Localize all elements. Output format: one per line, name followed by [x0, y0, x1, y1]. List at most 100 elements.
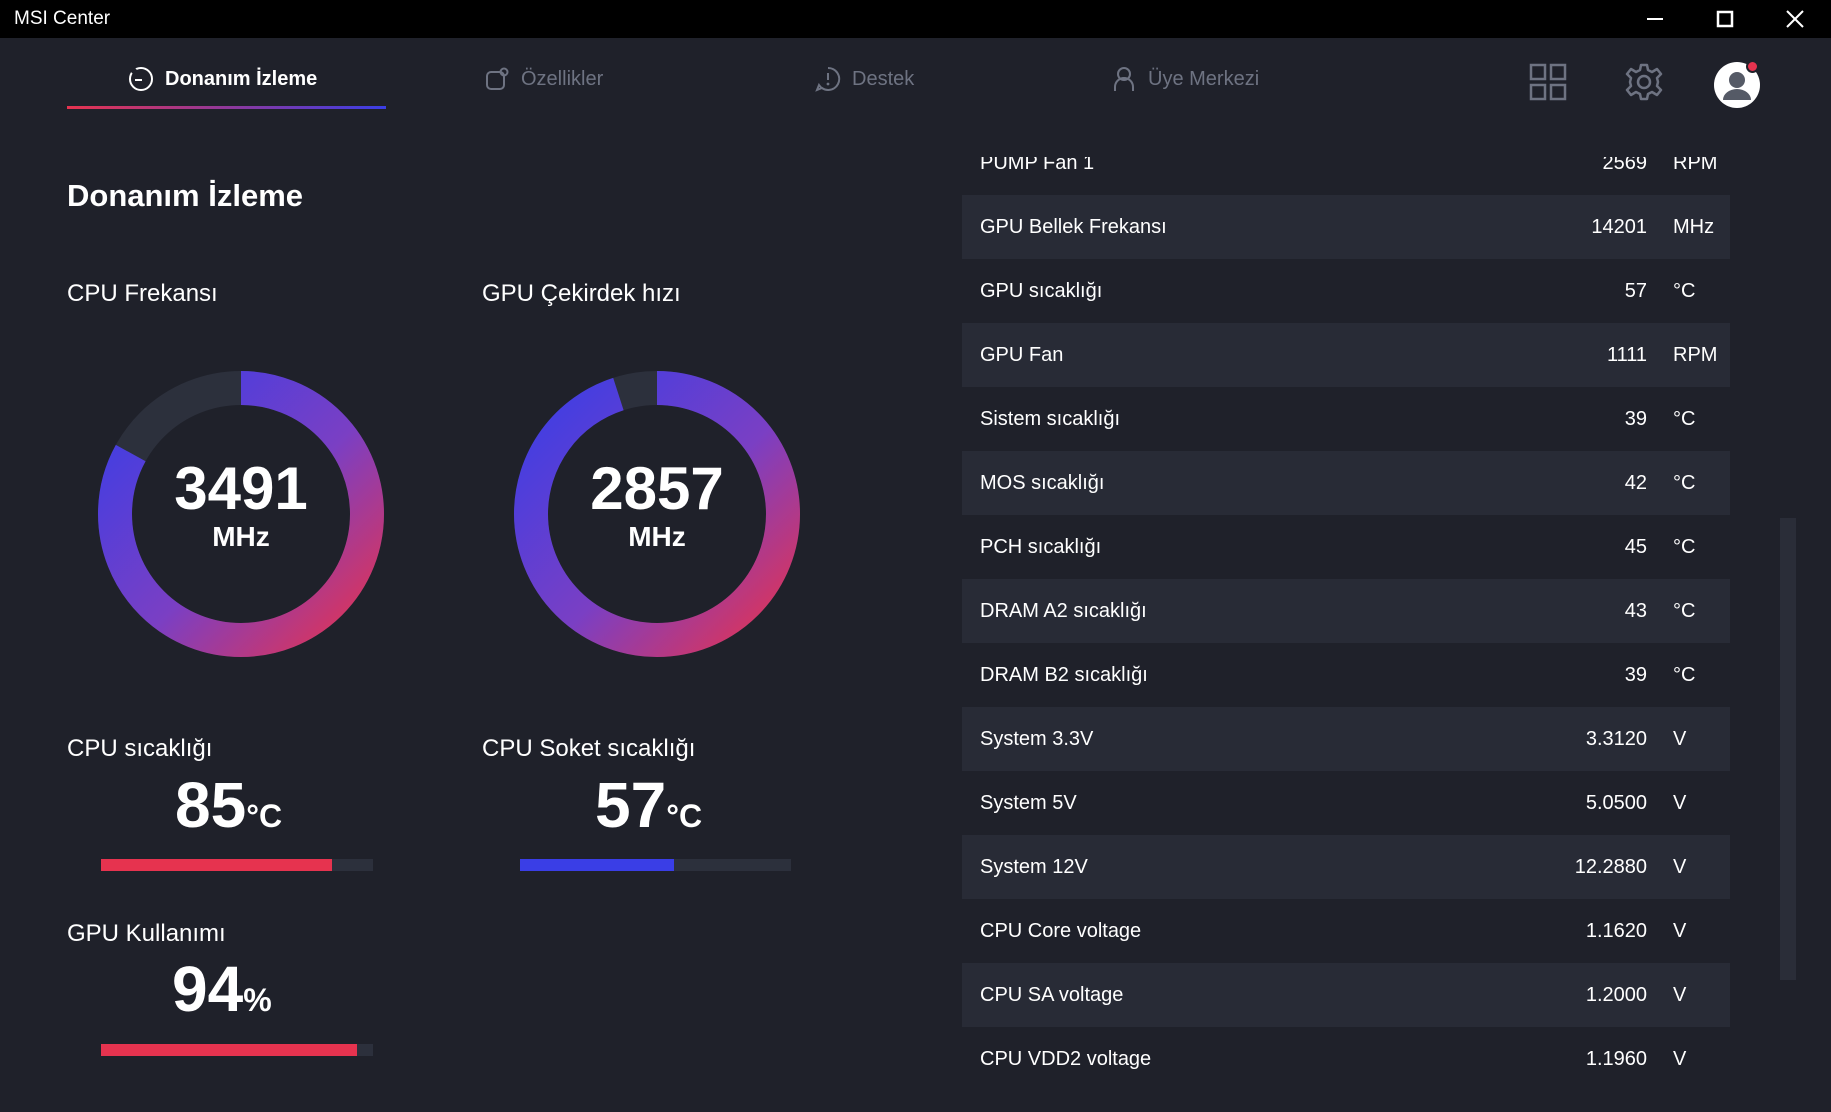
sensor-name: CPU Core voltage: [980, 919, 1142, 942]
cpu-temp-label: CPU sıcaklığı: [67, 735, 213, 762]
cpu-frequency-ring: [98, 371, 384, 657]
sensor-row: DRAM B2 sıcaklığı 39 °C: [962, 643, 1730, 707]
sensor-list[interactable]: PUMP Fan 1 2569 RPM GPU Bellek Frekansı 1420…: [962, 157, 1730, 1112]
sensor-unit: RPM: [1673, 343, 1718, 366]
cpu-socket-temp-bar-fill: [520, 859, 675, 871]
sensor-name: PCH sıcaklığı: [980, 535, 1102, 558]
sensor-value: 43: [1624, 599, 1647, 622]
sensor-name: MOS sıcaklığı: [980, 471, 1105, 494]
close-icon: [1786, 10, 1804, 28]
gpu-core-speed-gauge: 2857 MHz: [512, 369, 802, 659]
maximize-icon: [1716, 10, 1734, 28]
cpu-socket-temp-bar: [520, 859, 791, 871]
sensor-name: System 12V: [980, 855, 1088, 878]
settings-button[interactable]: [1622, 60, 1666, 104]
maximize-button[interactable]: [1690, 0, 1760, 38]
gpu-usage-label: GPU Kullanımı: [67, 920, 226, 947]
tab-label: Üye Merkezi: [1148, 67, 1260, 90]
sensor-value: 42: [1624, 471, 1647, 494]
sensor-unit: V: [1673, 1047, 1687, 1070]
sensor-name: System 3.3V: [980, 727, 1094, 750]
cpu-temp-unit: °C: [246, 798, 283, 834]
tab-donanim-izleme[interactable]: Donanım İzleme: [127, 60, 317, 98]
sensor-unit: °C: [1673, 599, 1696, 622]
sensor-unit: V: [1673, 919, 1687, 942]
close-button[interactable]: [1760, 0, 1830, 38]
sensor-value: 45: [1624, 535, 1647, 558]
sensor-value: 39: [1624, 663, 1647, 686]
sensor-name: DRAM A2 sıcaklığı: [980, 599, 1147, 622]
active-tab-indicator: [67, 106, 386, 109]
cpu-socket-temp-unit: °C: [666, 798, 703, 834]
avatar-icon: [1723, 72, 1751, 100]
sensor-name: CPU SA voltage: [980, 983, 1124, 1006]
cpu-frequency-value: 3491: [174, 455, 308, 522]
sensor-row: CPU Core voltage 1.1620 V: [962, 899, 1730, 963]
page-title: Donanım İzleme: [67, 178, 303, 213]
minimize-icon: [1647, 18, 1663, 20]
cpu-frequency-unit: MHz: [212, 521, 270, 552]
sensor-value: 12.2880: [1574, 855, 1647, 878]
sensor-row: CPU SA voltage 1.2000 V: [962, 963, 1730, 1027]
sensor-value: 5.0500: [1585, 791, 1647, 814]
sensor-unit: RPM: [1673, 157, 1718, 174]
tab-label: Özellikler: [521, 67, 604, 90]
sensor-row: GPU Fan 1111 RPM: [962, 323, 1730, 387]
cpu-temp-value: 85: [175, 769, 247, 841]
sensor-value: 39: [1624, 407, 1647, 430]
gauge-arc: [514, 371, 800, 657]
cpu-socket-temp-readout: 57°C: [595, 770, 702, 851]
tab-ozellikler[interactable]: Özellikler: [483, 60, 603, 98]
gauge-icon: [129, 67, 153, 91]
support-icon: [815, 66, 841, 92]
notification-badge: [1746, 60, 1759, 73]
gpu-usage-bar-fill: [101, 1044, 357, 1056]
sensor-value: 1111: [1606, 343, 1647, 366]
sensor-name: PUMP Fan 1: [980, 157, 1095, 174]
sensor-name: GPU Bellek Frekansı: [980, 215, 1167, 238]
sensor-row: PUMP Fan 1 2569 RPM: [962, 157, 1730, 195]
sensor-row: DRAM A2 sıcaklığı 43 °C: [962, 579, 1730, 643]
gpu-core-speed-value: 2857: [590, 455, 724, 522]
gpu-core-speed-label: GPU Çekirdek hızı: [482, 280, 681, 307]
grid-icon: [1529, 63, 1567, 101]
gpu-core-speed-unit: MHz: [628, 521, 686, 552]
sensor-unit: °C: [1673, 407, 1696, 430]
scrollbar[interactable]: [1780, 518, 1796, 980]
sensor-unit: °C: [1673, 663, 1696, 686]
sensor-row: MOS sıcaklığı 42 °C: [962, 451, 1730, 515]
sensor-value: 2569: [1602, 157, 1648, 174]
cpu-temp-bar-fill: [101, 859, 333, 871]
sensor-name: Sistem sıcaklığı: [980, 407, 1121, 430]
sensor-row: System 3.3V 3.3120 V: [962, 707, 1730, 771]
sensor-value: 3.3120: [1585, 727, 1647, 750]
sensor-name: System 5V: [980, 791, 1077, 814]
sensor-row: Sistem sıcaklığı 39 °C: [962, 387, 1730, 451]
sensor-name: DRAM B2 sıcaklığı: [980, 663, 1148, 686]
gpu-usage-readout: 94%: [172, 954, 272, 1035]
sensor-row: System 5V 5.0500 V: [962, 771, 1730, 835]
sensor-value: 1.1960: [1585, 1047, 1647, 1070]
sensor-row: GPU sıcaklığı 57 °C: [962, 259, 1730, 323]
title-bar: MSI Center: [0, 0, 1831, 38]
sensor-row: GPU Bellek Frekansı 14201 MHz: [962, 195, 1730, 259]
user-icon: [1114, 67, 1134, 91]
cpu-socket-temp-value: 57: [595, 769, 667, 841]
sensor-value: 1.2000: [1585, 983, 1647, 1006]
app-title: MSI Center: [14, 8, 111, 29]
sensor-unit: V: [1673, 791, 1687, 814]
sensor-unit: °C: [1673, 471, 1696, 494]
cpu-temp-bar: [101, 859, 373, 871]
tab-destek[interactable]: Destek: [814, 60, 914, 98]
gpu-usage-bar: [101, 1044, 373, 1056]
gear-icon: [1625, 63, 1663, 101]
features-icon: [486, 67, 509, 90]
grid-menu-button[interactable]: [1526, 60, 1570, 104]
sensor-unit: V: [1673, 727, 1687, 750]
tab-uye-merkezi[interactable]: Üye Merkezi: [1110, 60, 1259, 98]
sensor-name: GPU Fan: [980, 343, 1064, 366]
gpu-usage-value: 94: [172, 953, 244, 1025]
cpu-temp-readout: 85°C: [175, 770, 282, 851]
minimize-button[interactable]: [1620, 0, 1690, 38]
cpu-frequency-gauge: 3491 MHz: [96, 369, 386, 659]
